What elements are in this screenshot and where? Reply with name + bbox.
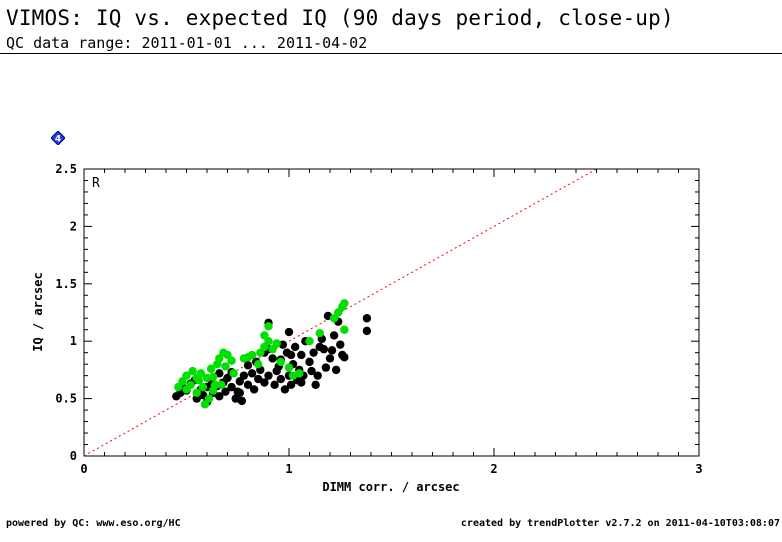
- data-point-series-1: [192, 373, 201, 383]
- data-point-series-0: [313, 371, 322, 380]
- data-point-series-0: [284, 327, 294, 337]
- data-point-series-1: [276, 357, 285, 367]
- data-point-series-0: [227, 382, 236, 392]
- data-point-series-0: [272, 366, 281, 376]
- data-point-series-0: [336, 340, 345, 349]
- y-tick-label: 2: [70, 219, 77, 233]
- data-point-series-0: [297, 350, 306, 360]
- data-point-series-0: [260, 378, 269, 387]
- data-point-series-0: [321, 363, 331, 372]
- data-point-series-0: [325, 354, 335, 363]
- data-point-series-1: [284, 363, 294, 372]
- x-tick-label: 1: [285, 462, 292, 476]
- data-point-series-1: [192, 388, 201, 398]
- y-tick-label: 2.5: [55, 162, 77, 176]
- data-point-series-0: [311, 380, 320, 390]
- data-point-series-0: [297, 378, 306, 387]
- axis-ticks: 0 1 2 3 0 0.5 1 1.5 2 2.5: [55, 162, 702, 476]
- data-point-series-1: [254, 359, 263, 369]
- plot-frame: [83, 168, 700, 457]
- data-point-series-0: [331, 365, 341, 375]
- data-point-series-1: [211, 380, 220, 390]
- header-divider: [0, 53, 782, 54]
- footer-created-by: created by trendPlotter v2.7.2 on 2011-0…: [460, 518, 780, 529]
- badge-diamond: [51, 131, 65, 145]
- data-point-series-0: [254, 374, 263, 384]
- data-point-series-0: [309, 348, 318, 357]
- data-point-series-1: [340, 299, 349, 308]
- data-point-series-0: [280, 385, 290, 394]
- data-point-series-1: [206, 364, 216, 373]
- data-point-series-0: [237, 396, 247, 406]
- data-point-series-0: [247, 369, 257, 378]
- data-point-series-1: [260, 331, 269, 340]
- data-point-series-0: [305, 357, 314, 367]
- badge-diamond-icon: 4: [51, 131, 65, 145]
- data-point-series-0: [243, 380, 253, 390]
- data-point-series-1: [264, 322, 273, 331]
- data-point-series-0: [362, 314, 372, 323]
- data-point-series-1: [182, 371, 191, 380]
- data-point-series-0: [215, 369, 224, 378]
- data-point-series-0: [270, 380, 279, 390]
- panel-label: R: [92, 176, 100, 191]
- data-point-series-0: [243, 361, 253, 370]
- data-point-series-0: [249, 385, 259, 394]
- x-tick-label: 3: [695, 462, 702, 476]
- y-tick-label: 0: [70, 449, 77, 463]
- data-point-series-0: [215, 392, 224, 401]
- data-point-series-0: [307, 366, 316, 376]
- data-point-series-1: [227, 356, 236, 365]
- data-point-series-1: [198, 382, 208, 392]
- data-point-series-0: [362, 326, 372, 336]
- data-point-series-0: [268, 354, 277, 363]
- data-point-series-1: [315, 328, 324, 338]
- data-points: [172, 299, 372, 409]
- data-point-series-1: [305, 337, 314, 346]
- data-point-series-1: [188, 366, 197, 376]
- data-point-series-1: [217, 380, 226, 390]
- data-point-series-0: [239, 371, 249, 380]
- y-tick-label: 1: [70, 334, 77, 348]
- page-subtitle: QC data range: 2011-01-01 ... 2011-04-02: [6, 34, 368, 52]
- data-point-series-1: [340, 325, 349, 334]
- data-point-series-0: [192, 394, 201, 403]
- data-point-series-0: [276, 374, 285, 384]
- y-tick-label: 0.5: [55, 392, 77, 406]
- data-point-series-0: [329, 331, 339, 340]
- data-point-series-1: [247, 350, 257, 360]
- badge-label: 4: [55, 135, 61, 145]
- data-point-series-1: [200, 400, 210, 409]
- data-point-series-0: [340, 353, 349, 362]
- y-tick-label: 1.5: [55, 277, 77, 291]
- data-point-series-0: [221, 387, 230, 396]
- data-point-series-1: [186, 380, 195, 390]
- x-tick-label: 2: [490, 462, 497, 476]
- data-point-series-0: [264, 371, 273, 380]
- y-axis-label: IQ / arcsec: [31, 272, 45, 351]
- data-point-series-0: [286, 350, 296, 360]
- data-point-series-1: [229, 369, 238, 378]
- page-title: VIMOS: IQ vs. expected IQ (90 days perio…: [6, 6, 674, 30]
- x-axis-label: DIMM corr. / arcsec: [322, 480, 459, 494]
- data-point-series-1: [295, 369, 304, 378]
- x-tick-label: 0: [80, 462, 87, 476]
- footer-powered-by: powered by QC: www.eso.org/HC: [6, 518, 181, 529]
- data-point-series-0: [327, 346, 337, 355]
- data-point-series-1: [272, 339, 281, 348]
- data-point-series-0: [286, 380, 296, 390]
- data-point-series-1: [221, 362, 230, 371]
- data-point-series-0: [290, 342, 300, 352]
- data-point-series-1: [208, 372, 218, 381]
- data-point-series-0: [319, 345, 329, 354]
- data-point-series-0: [235, 388, 244, 398]
